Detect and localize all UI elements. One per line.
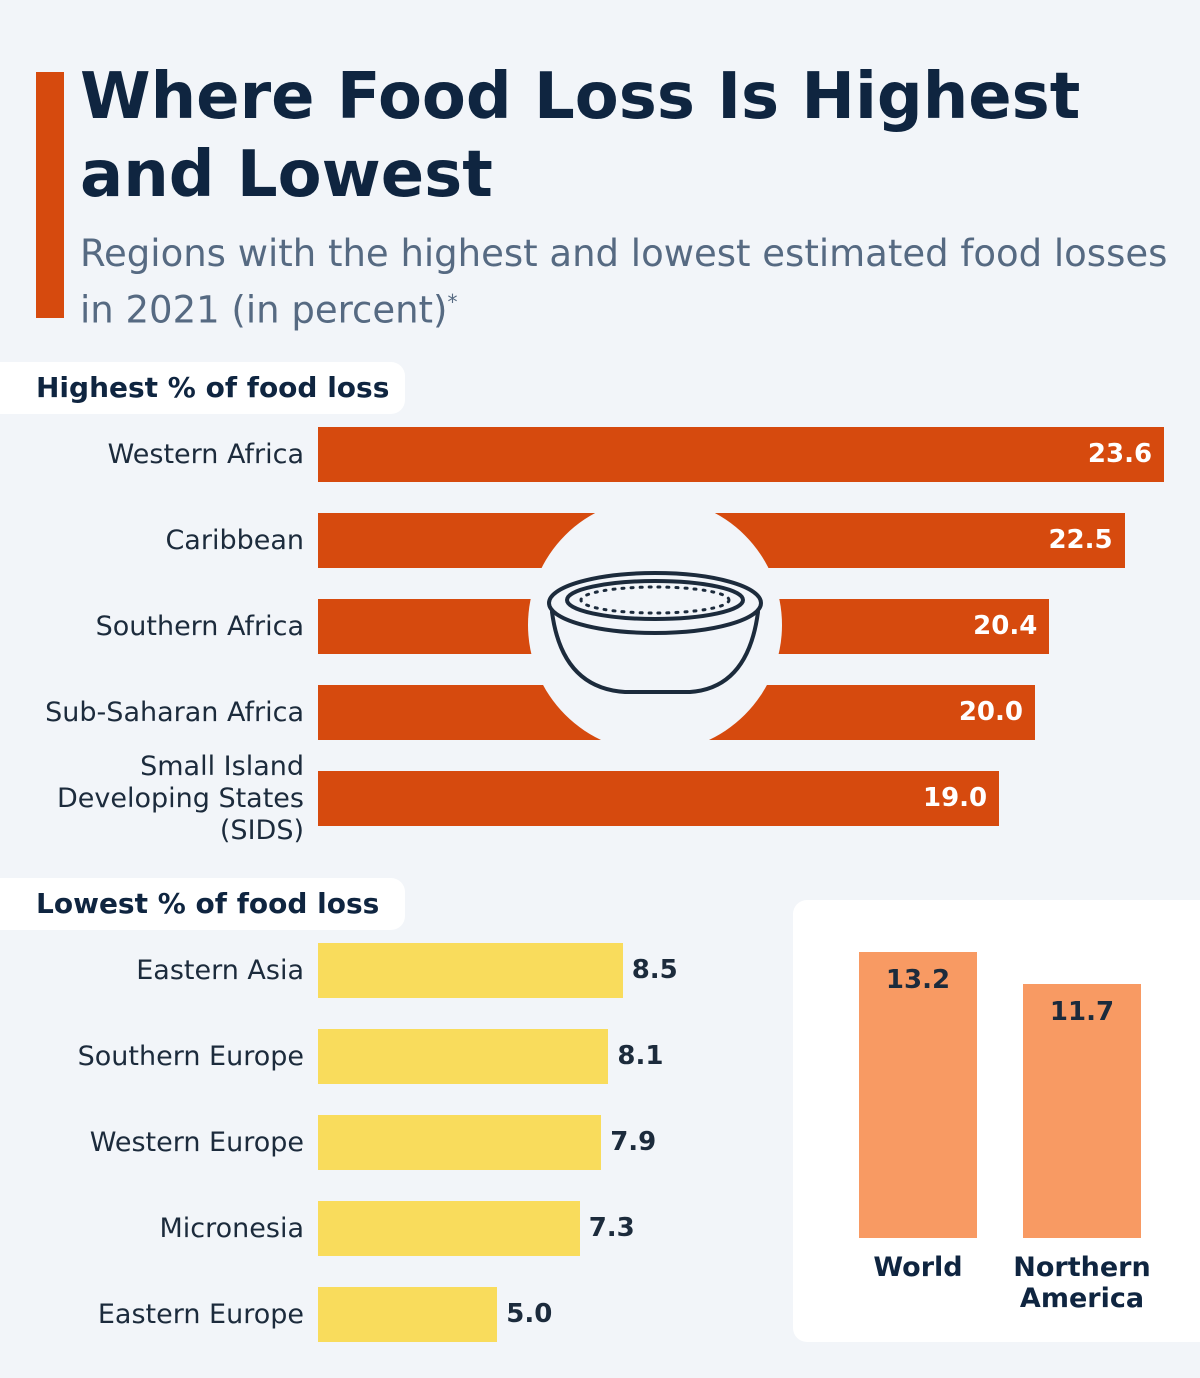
- value-label: 13.2: [885, 964, 951, 995]
- subtitle: Regions with the highest and lowest esti…: [80, 230, 1180, 334]
- section-label: Lowest % of food loss: [0, 878, 405, 930]
- y-tick-label: Micronesia: [159, 1212, 304, 1244]
- value-label: 5.0: [506, 1299, 553, 1329]
- bar: [318, 1287, 498, 1342]
- y-tick-label: Caribbean: [165, 524, 304, 556]
- value-label: 11.7: [1049, 997, 1115, 1028]
- value-label: 7.3: [588, 1213, 635, 1243]
- value-label: 23.6: [1087, 439, 1153, 469]
- bar: [318, 771, 1000, 826]
- subtitle-text: Regions with the highest and lowest esti…: [80, 232, 1168, 332]
- value-label: 20.4: [973, 611, 1038, 641]
- y-tick-label: Sub-Saharan Africa: [45, 696, 304, 728]
- value-label: 8.1: [617, 1041, 664, 1071]
- value-label: 8.5: [631, 955, 678, 985]
- y-tick-label: Western Europe: [89, 1126, 304, 1158]
- y-tick-label: Eastern Europe: [97, 1298, 304, 1330]
- value-label: 22.5: [1048, 525, 1113, 555]
- title: Where Food Loss Is Highest and Lowest: [80, 60, 1081, 212]
- bar: [318, 427, 1165, 482]
- value-label: 19.0: [922, 783, 988, 813]
- value-label: 20.0: [958, 697, 1023, 727]
- footnote-marker: *: [447, 290, 458, 314]
- y-tick-label: Southern Africa: [95, 610, 304, 642]
- y-tick-label: Small Island Developing States (SIDS): [56, 750, 304, 846]
- bar: [318, 1115, 602, 1170]
- bar: [318, 1201, 580, 1256]
- x-tick-label: Northern America: [1013, 1252, 1151, 1314]
- accent-bar: [36, 72, 64, 318]
- x-tick-label: World: [873, 1252, 963, 1283]
- y-tick-label: Southern Europe: [77, 1040, 304, 1072]
- section-label: Highest % of food loss: [0, 362, 405, 414]
- value-label: 7.9: [610, 1127, 657, 1157]
- bar: [318, 1029, 609, 1084]
- column: [1023, 984, 1141, 1238]
- y-tick-label: Western Africa: [107, 438, 304, 470]
- bar: [318, 943, 623, 998]
- column: [859, 951, 977, 1238]
- y-tick-label: Eastern Asia: [136, 954, 304, 986]
